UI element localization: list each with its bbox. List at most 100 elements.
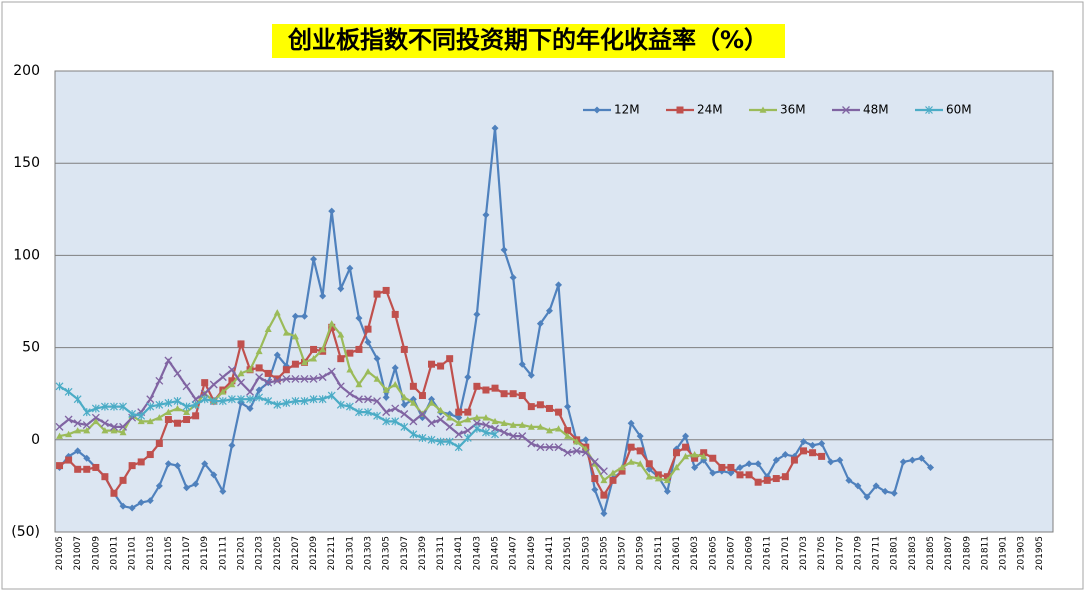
marker bbox=[455, 414, 463, 422]
marker bbox=[391, 404, 400, 413]
marker bbox=[428, 360, 436, 368]
marker bbox=[382, 417, 391, 426]
y-tick-label: 150 bbox=[13, 155, 40, 171]
marker bbox=[927, 463, 935, 471]
marker bbox=[727, 469, 735, 477]
x-tick-label: 201711 bbox=[872, 536, 882, 570]
marker bbox=[227, 365, 236, 374]
marker bbox=[92, 463, 100, 471]
legend-marker bbox=[925, 106, 933, 114]
x-tick-label: 201501 bbox=[563, 536, 573, 570]
marker bbox=[599, 467, 608, 476]
marker bbox=[482, 211, 490, 219]
marker bbox=[491, 424, 499, 433]
marker bbox=[672, 449, 680, 457]
x-tick-label: 201405 bbox=[491, 536, 501, 570]
marker bbox=[337, 331, 345, 338]
marker bbox=[182, 402, 191, 411]
marker bbox=[237, 340, 245, 348]
marker bbox=[736, 471, 744, 479]
marker bbox=[128, 462, 136, 470]
marker bbox=[328, 207, 336, 215]
marker bbox=[591, 486, 599, 494]
marker bbox=[119, 428, 127, 436]
marker bbox=[310, 255, 318, 263]
marker bbox=[682, 432, 690, 440]
marker bbox=[192, 480, 200, 488]
marker bbox=[119, 402, 127, 411]
marker bbox=[255, 393, 264, 402]
marker bbox=[481, 421, 490, 430]
y-tick-label: 50 bbox=[22, 340, 40, 356]
x-tick-label: 201401 bbox=[454, 536, 464, 570]
marker bbox=[854, 482, 862, 490]
marker bbox=[219, 487, 227, 495]
marker bbox=[800, 438, 807, 446]
marker bbox=[509, 421, 517, 428]
x-tick-label: 201409 bbox=[527, 536, 537, 571]
marker bbox=[183, 416, 191, 424]
marker bbox=[709, 454, 717, 462]
x-tick-label: 201011 bbox=[109, 536, 119, 570]
x-tick-label: 201707 bbox=[835, 536, 845, 570]
marker bbox=[364, 338, 372, 346]
marker bbox=[319, 292, 327, 300]
marker bbox=[237, 395, 245, 404]
marker bbox=[691, 451, 699, 458]
marker bbox=[128, 504, 136, 512]
marker bbox=[56, 432, 64, 439]
marker bbox=[590, 457, 599, 466]
marker bbox=[491, 124, 499, 132]
marker bbox=[509, 432, 518, 441]
marker bbox=[282, 366, 290, 374]
marker bbox=[246, 404, 254, 412]
series bbox=[55, 382, 499, 452]
marker bbox=[318, 373, 327, 382]
marker bbox=[564, 403, 572, 411]
legend-label: 60M bbox=[946, 103, 972, 117]
marker bbox=[346, 366, 354, 373]
marker bbox=[409, 430, 418, 439]
x-tick-label: 201503 bbox=[581, 536, 591, 570]
legend-label: 36M bbox=[780, 103, 806, 117]
x-tick-label: 201505 bbox=[599, 536, 609, 570]
marker bbox=[718, 463, 726, 471]
marker bbox=[74, 465, 82, 473]
marker bbox=[409, 399, 417, 406]
marker bbox=[345, 389, 354, 398]
marker bbox=[554, 443, 563, 452]
marker bbox=[555, 425, 563, 432]
marker bbox=[890, 489, 898, 497]
marker bbox=[301, 358, 308, 366]
marker bbox=[373, 411, 382, 420]
marker bbox=[545, 307, 553, 315]
marker bbox=[627, 443, 635, 451]
legend-marker bbox=[593, 106, 601, 114]
marker bbox=[264, 369, 272, 377]
marker bbox=[581, 448, 590, 457]
marker bbox=[518, 432, 527, 441]
marker bbox=[65, 430, 73, 438]
marker bbox=[55, 382, 64, 391]
marker bbox=[636, 447, 644, 455]
marker bbox=[318, 395, 327, 404]
marker bbox=[709, 469, 717, 477]
marker bbox=[273, 400, 282, 409]
marker bbox=[391, 364, 399, 372]
marker bbox=[682, 443, 690, 451]
legend-marker bbox=[759, 106, 767, 113]
x-tick-label: 201111 bbox=[218, 536, 228, 570]
marker bbox=[200, 395, 209, 404]
marker bbox=[55, 422, 64, 431]
marker bbox=[845, 476, 853, 484]
marker bbox=[518, 421, 526, 428]
marker bbox=[164, 398, 173, 407]
marker bbox=[464, 416, 472, 423]
x-tick-label: 201605 bbox=[708, 536, 718, 570]
marker bbox=[327, 391, 336, 400]
marker bbox=[536, 423, 544, 430]
marker bbox=[908, 456, 916, 464]
x-tick-label: 201709 bbox=[853, 536, 863, 571]
marker bbox=[545, 404, 553, 412]
marker bbox=[101, 473, 109, 481]
